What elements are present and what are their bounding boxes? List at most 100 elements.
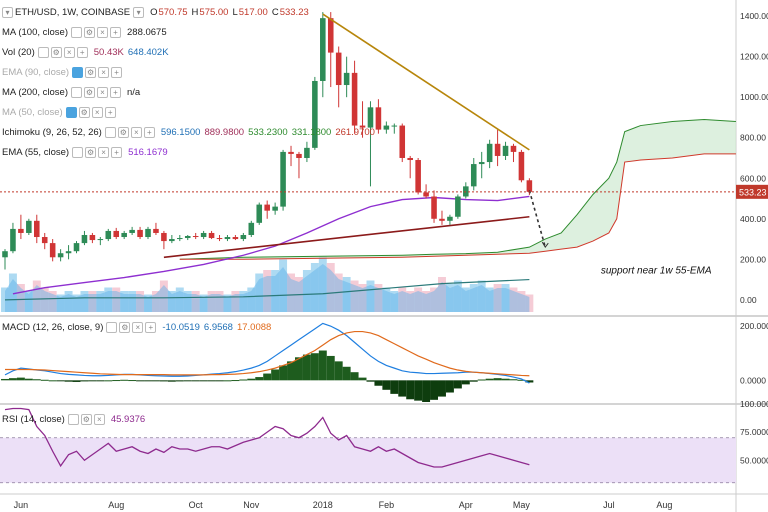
macd-histogram-bar (430, 380, 439, 400)
rsi-line (4, 407, 530, 468)
close-icon[interactable]: × (63, 46, 75, 58)
volume-bar (72, 294, 81, 312)
settings-icon[interactable]: ⚙ (80, 414, 92, 425)
settings-icon[interactable]: ▾ (133, 6, 145, 18)
candle-body (264, 204, 270, 211)
settings-icon[interactable]: ⚙ (117, 126, 129, 138)
more-icon[interactable]: + (145, 322, 157, 333)
volume-bar (32, 280, 41, 312)
eye-icon[interactable] (106, 322, 118, 333)
macd-histogram-bar (128, 380, 137, 382)
candle-body (240, 234, 247, 240)
settings-icon[interactable]: ⚙ (119, 322, 131, 333)
indicator-row: EMA (55, close) ⚙ × +516.1679 (2, 142, 375, 162)
volume-bar (24, 291, 33, 312)
candle-body (407, 157, 413, 161)
eye-icon[interactable] (104, 126, 116, 138)
candle-body (280, 151, 286, 207)
macd-histogram-bar (342, 366, 351, 381)
close-icon[interactable]: × (93, 414, 105, 425)
macd-histogram-bar (167, 380, 176, 382)
indicator-value: 533.2300 (248, 126, 288, 138)
settings-icon[interactable]: ⚙ (84, 86, 95, 98)
macd-histogram-bar (64, 380, 73, 382)
more-icon[interactable]: + (111, 146, 123, 158)
indicator-value: 6.9568 (203, 322, 233, 333)
close-icon[interactable]: × (97, 86, 108, 98)
volume-bar (430, 287, 439, 312)
more-icon[interactable]: + (104, 106, 116, 118)
close-icon[interactable]: × (98, 146, 110, 158)
volume-bar (287, 273, 295, 312)
candle-body (494, 143, 501, 156)
volume-bar (326, 263, 335, 312)
macd-tick-label: 200.0000 (740, 321, 768, 331)
ohlc-value: 533.23 (279, 6, 309, 18)
settings-icon[interactable]: ⚙ (50, 46, 62, 58)
candle-body (113, 230, 120, 238)
volume-bar (517, 291, 526, 312)
last-price-tag-bg (736, 184, 768, 199)
candle-body (224, 237, 231, 240)
candle-body (137, 229, 143, 238)
volume-bar (104, 287, 113, 312)
volume-bar (151, 291, 160, 312)
candle-body (470, 164, 477, 187)
volume-bar (342, 277, 351, 312)
macd-histogram-bar (120, 379, 129, 381)
macd-histogram-bar (144, 380, 152, 382)
macd-histogram-bar (350, 372, 359, 381)
macd-histogram-bar (151, 380, 160, 382)
more-icon[interactable]: + (76, 46, 88, 58)
candle-body (81, 234, 88, 244)
close-icon[interactable]: × (130, 126, 142, 138)
time-tick-label: Aug (108, 500, 124, 510)
volume-bar (485, 287, 494, 312)
candle-body (510, 145, 517, 152)
macd-histogram-bar (525, 380, 534, 383)
settings-icon[interactable]: ⚙ (78, 106, 90, 118)
more-icon[interactable]: + (110, 26, 121, 38)
ohlc-values: O570.75 H575.00 L517.00 C533.23 (146, 7, 309, 18)
ichimoku-cloud (179, 119, 736, 260)
candle-body (399, 125, 406, 158)
more-icon[interactable]: + (111, 66, 123, 78)
eye-icon[interactable] (72, 146, 84, 158)
ichimoku-span-a (179, 118, 736, 260)
eye-icon[interactable] (67, 414, 79, 425)
settings-icon[interactable]: ⚙ (85, 66, 97, 78)
time-tick-label: Oct (189, 500, 204, 510)
more-icon[interactable]: + (143, 126, 155, 138)
candle-body (455, 196, 461, 217)
macd-histogram-bar (191, 380, 200, 382)
eye-icon[interactable] (71, 86, 82, 98)
more-icon[interactable]: + (110, 86, 121, 98)
settings-icon[interactable]: ⚙ (84, 26, 95, 38)
indicator-name: EMA (90, close) (2, 66, 70, 78)
volume-bar (199, 294, 208, 312)
macd-histogram-bar (326, 355, 335, 381)
volume-bar (445, 284, 454, 312)
close-icon[interactable]: × (98, 66, 110, 78)
candle-body (335, 52, 342, 86)
candle-body (383, 125, 390, 130)
macd-histogram-bar (318, 350, 327, 381)
eye-icon[interactable] (71, 26, 82, 38)
settings-icon[interactable]: ⚙ (85, 146, 97, 158)
candle-body (177, 238, 183, 240)
close-icon[interactable]: × (91, 106, 103, 118)
eye-icon[interactable] (72, 66, 84, 78)
close-icon[interactable]: × (132, 322, 144, 333)
macd-histogram-bar (422, 380, 431, 402)
eye-icon[interactable] (65, 106, 77, 118)
close-icon[interactable]: × (97, 26, 108, 38)
macd-line (4, 322, 530, 384)
macd-histogram-bar (469, 380, 478, 382)
eye-icon[interactable] (37, 46, 49, 58)
volume-bar (167, 291, 176, 312)
candle-body (431, 196, 437, 219)
macd-histogram-bar (477, 379, 486, 381)
candle-body (129, 229, 135, 233)
collapse-icon[interactable]: ▾ (2, 6, 13, 18)
